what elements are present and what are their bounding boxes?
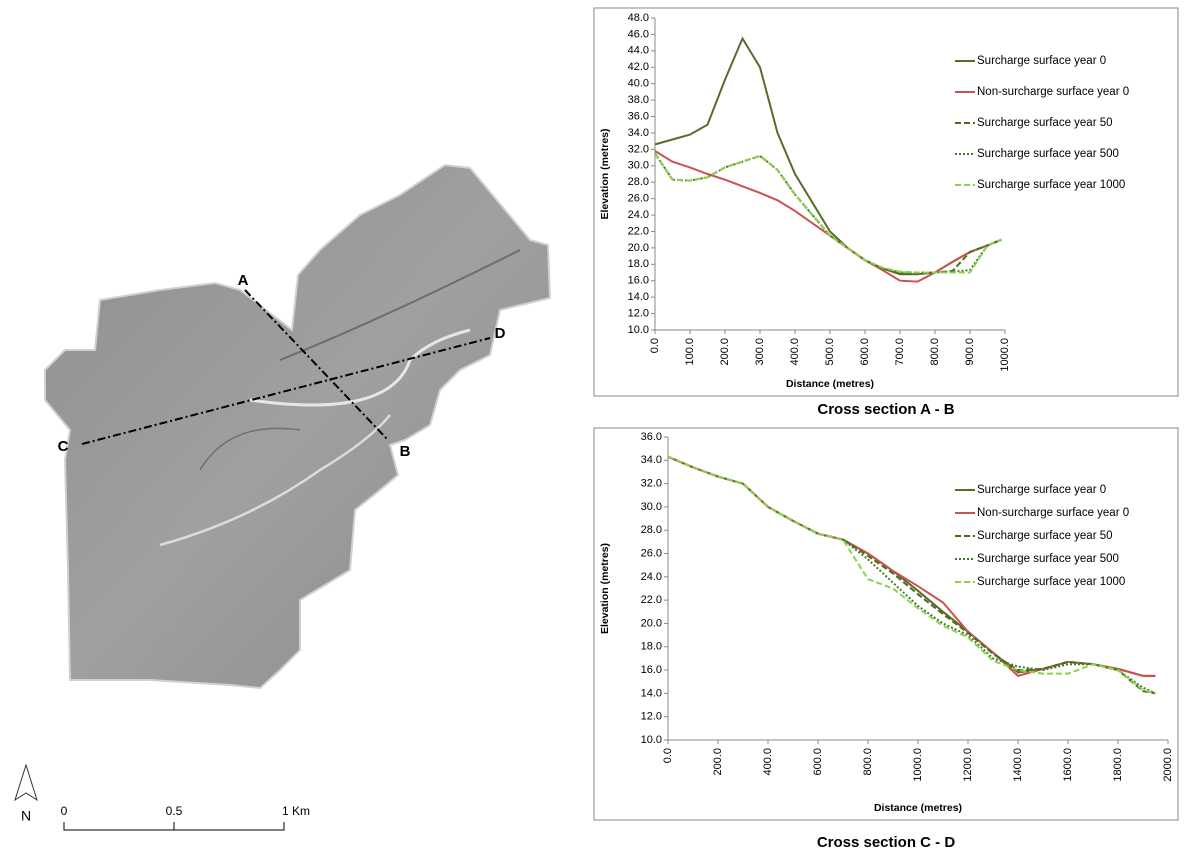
x-tick-label: 500.0 xyxy=(824,338,836,366)
y-tick-label: 14.0 xyxy=(628,291,649,303)
y-tick-label: 28.0 xyxy=(628,176,649,188)
x-axis-title: Distance (metres) xyxy=(874,802,962,814)
x-tick-label: 200.0 xyxy=(712,748,724,776)
x-tick-label: 800.0 xyxy=(929,338,941,366)
legend-label: Surcharge surface year 0 xyxy=(977,484,1106,496)
map: A B C D N 0 0.5 1 Km xyxy=(15,165,550,830)
scale-label: 0 xyxy=(61,804,68,818)
section-label: C xyxy=(58,438,69,455)
x-tick-label: 600.0 xyxy=(812,748,824,776)
scale-label: 1 Km xyxy=(282,804,310,818)
x-tick-label: 1400.0 xyxy=(1012,748,1024,782)
legend-label: Surcharge surface year 500 xyxy=(977,553,1119,565)
scale-bar xyxy=(64,822,284,830)
y-tick-label: 30.0 xyxy=(628,160,649,172)
y-tick-label: 22.0 xyxy=(628,225,649,237)
y-tick-label: 36.0 xyxy=(628,110,649,122)
section-label: B xyxy=(400,443,411,460)
x-tick-label: 1800.0 xyxy=(1112,748,1124,782)
y-tick-label: 20.0 xyxy=(628,242,649,254)
y-tick-label: 10.0 xyxy=(628,324,649,336)
y-tick-label: 10.0 xyxy=(641,734,662,746)
x-tick-label: 1600.0 xyxy=(1062,748,1074,782)
y-tick-label: 26.0 xyxy=(628,193,649,205)
y-tick-label: 20.0 xyxy=(641,617,662,629)
y-tick-label: 22.0 xyxy=(641,594,662,606)
legend-label: Non-surcharge surface year 0 xyxy=(977,507,1129,519)
y-tick-label: 48.0 xyxy=(628,12,649,24)
section-label: D xyxy=(495,325,506,342)
x-tick-label: 0.0 xyxy=(649,338,661,353)
y-tick-label: 24.0 xyxy=(628,209,649,221)
y-tick-label: 36.0 xyxy=(641,431,662,443)
y-tick-label: 30.0 xyxy=(641,501,662,513)
x-tick-label: 0.0 xyxy=(662,748,674,763)
y-tick-label: 12.0 xyxy=(628,307,649,319)
catchment xyxy=(45,165,550,688)
north-arrow xyxy=(15,765,37,800)
x-tick-label: 1000.0 xyxy=(912,748,924,782)
x-tick-label: 1200.0 xyxy=(962,748,974,782)
legend-label: Non-surcharge surface year 0 xyxy=(977,86,1129,98)
y-tick-label: 34.0 xyxy=(641,454,662,466)
y-tick-label: 16.0 xyxy=(641,664,662,676)
x-tick-label: 700.0 xyxy=(894,338,906,366)
legend-label: Surcharge surface year 1000 xyxy=(977,179,1125,191)
legend-label: Surcharge surface year 500 xyxy=(977,148,1119,160)
y-tick-label: 26.0 xyxy=(641,547,662,559)
section-label: A xyxy=(238,272,249,289)
y-tick-label: 38.0 xyxy=(628,94,649,106)
y-axis-title: Elevation (metres) xyxy=(599,128,611,219)
y-tick-label: 46.0 xyxy=(628,28,649,40)
y-tick-label: 16.0 xyxy=(628,275,649,287)
y-tick-label: 32.0 xyxy=(628,143,649,155)
y-axis-title: Elevation (metres) xyxy=(599,543,611,634)
y-tick-label: 28.0 xyxy=(641,524,662,536)
figure: A B C D N 0 0.5 1 Km 10.0 12.0 14.0 16.0 18.… xyxy=(0,0,1192,856)
chart: 10.0 12.0 14.0 16.0 18.0 20.0 22.0 24.0 26.0 28.0… xyxy=(594,8,1178,418)
x-tick-label: 800.0 xyxy=(862,748,874,776)
chart-title: Cross section C - D xyxy=(817,834,956,851)
legend-label: Surcharge surface year 50 xyxy=(977,530,1113,542)
y-tick-label: 44.0 xyxy=(628,45,649,57)
x-axis-title: Distance (metres) xyxy=(786,378,874,390)
x-tick-label: 200.0 xyxy=(719,338,731,366)
x-tick-label: 100.0 xyxy=(684,338,696,366)
chart: 10.0 12.0 14.0 16.0 18.0 20.0 22.0 24.0 26.0 28.0… xyxy=(594,428,1178,851)
y-tick-label: 32.0 xyxy=(641,478,662,490)
x-tick-label: 1000.0 xyxy=(999,338,1011,372)
legend-label: Surcharge surface year 50 xyxy=(977,117,1113,129)
y-tick-label: 34.0 xyxy=(628,127,649,139)
y-tick-label: 40.0 xyxy=(628,78,649,90)
y-tick-label: 18.0 xyxy=(641,641,662,653)
x-tick-label: 400.0 xyxy=(762,748,774,776)
x-tick-label: 900.0 xyxy=(964,338,976,366)
y-tick-label: 14.0 xyxy=(641,687,662,699)
y-tick-label: 42.0 xyxy=(628,61,649,73)
legend-label: Surcharge surface year 1000 xyxy=(977,576,1125,588)
chart-title: Cross section A - B xyxy=(817,401,954,418)
y-tick-label: 24.0 xyxy=(641,571,662,583)
x-tick-label: 300.0 xyxy=(754,338,766,366)
y-tick-label: 18.0 xyxy=(628,258,649,270)
north-label: N xyxy=(21,808,31,824)
x-tick-label: 600.0 xyxy=(859,338,871,366)
x-tick-label: 400.0 xyxy=(789,338,801,366)
legend-label: Surcharge surface year 0 xyxy=(977,55,1106,67)
y-tick-label: 12.0 xyxy=(641,711,662,723)
x-tick-label: 2000.0 xyxy=(1162,748,1174,782)
scale-label: 0.5 xyxy=(166,804,183,818)
